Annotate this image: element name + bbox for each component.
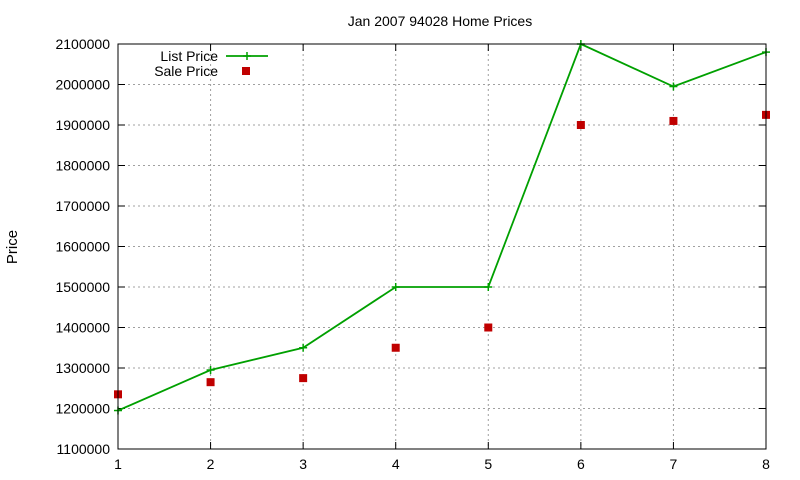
y-tick-label: 1500000 xyxy=(55,279,110,295)
list-price-point xyxy=(484,283,493,291)
y-tick-label: 1300000 xyxy=(55,360,110,376)
series-layer xyxy=(114,40,770,415)
x-tick-label: 3 xyxy=(299,456,307,472)
sale-price-point xyxy=(669,116,678,125)
sale-price-point xyxy=(391,343,400,352)
x-tick-label: 2 xyxy=(207,456,215,472)
list-price-point xyxy=(206,366,215,375)
legend-label: Sale Price xyxy=(154,63,218,79)
y-tick-label: 1800000 xyxy=(55,158,110,174)
sale-price-point xyxy=(576,121,585,129)
sale-price-point xyxy=(299,374,308,383)
y-tick-label: 1400000 xyxy=(55,320,110,336)
plot-frame xyxy=(117,43,767,450)
x-tick-label: 4 xyxy=(392,456,400,472)
x-tick-label: 6 xyxy=(577,456,585,472)
grid-lines xyxy=(118,44,766,449)
legend-label: List Price xyxy=(160,48,218,64)
list-price-point xyxy=(299,343,308,352)
x-tick-label: 8 xyxy=(762,456,770,472)
x-tick-label: 7 xyxy=(670,456,678,472)
list-price-line xyxy=(117,42,767,412)
y-tick-label: 1700000 xyxy=(55,198,110,214)
axis-ticks: 1100000 1200000 1300000 1400000 1500000 16000… xyxy=(55,36,770,472)
y-tick-label: 1600000 xyxy=(55,239,110,255)
chart-title: Jan 2007 94028 Home Prices xyxy=(348,13,532,29)
legend-marker xyxy=(242,67,250,75)
legend-marker xyxy=(243,52,251,60)
x-tick-label: 5 xyxy=(484,456,492,472)
list-price-point xyxy=(391,283,400,291)
sale-price-point xyxy=(484,323,493,332)
y-tick-label: 1900000 xyxy=(55,117,110,133)
y-tick-label: 2100000 xyxy=(55,36,110,52)
x-tick-label: 1 xyxy=(114,456,122,472)
y-tick-label: 1200000 xyxy=(55,401,110,417)
y-tick-label: 1100000 xyxy=(57,441,111,457)
sale-price-point xyxy=(206,378,215,387)
y-axis-label: Price xyxy=(4,230,21,264)
list-price-point xyxy=(669,82,678,91)
y-tick-label: 2000000 xyxy=(55,77,110,93)
